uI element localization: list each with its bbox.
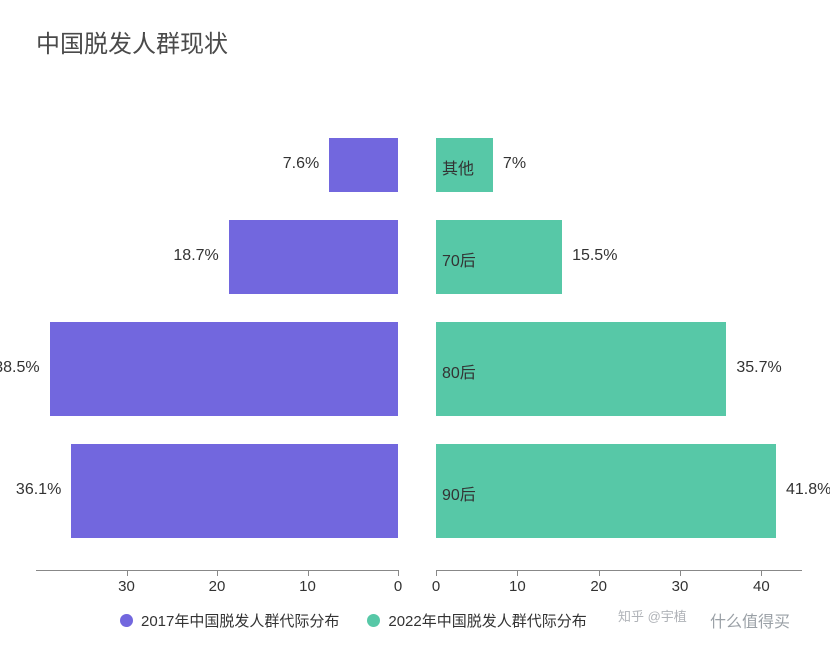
right-tick	[599, 570, 600, 576]
left-bar	[50, 322, 398, 416]
legend-dot-icon	[120, 614, 133, 627]
right-value-label: 15.5%	[572, 247, 617, 265]
right-x-axis	[436, 570, 802, 571]
left-value-label: 36.1%	[16, 481, 61, 499]
left-bar	[229, 220, 398, 294]
left-tick-label: 30	[115, 578, 139, 595]
left-tick-label: 20	[205, 578, 229, 595]
right-tick-label: 30	[668, 578, 692, 595]
right-tick	[517, 570, 518, 576]
right-tick-label: 10	[505, 578, 529, 595]
left-tick	[217, 570, 218, 576]
legend-label: 2017年中国脱发人群代际分布	[141, 610, 339, 631]
right-value-label: 35.7%	[736, 359, 781, 377]
legend-dot-icon	[367, 614, 380, 627]
category-label: 90后	[442, 481, 476, 505]
legend-item: 2017年中国脱发人群代际分布	[120, 610, 339, 631]
left-tick-label: 10	[296, 578, 320, 595]
left-tick-label: 0	[386, 578, 410, 595]
left-value-label: 38.5%	[0, 359, 40, 377]
category-label: 其他	[442, 155, 474, 179]
left-value-label: 18.7%	[173, 247, 218, 265]
right-bar	[436, 322, 726, 416]
category-label: 70后	[442, 247, 476, 271]
right-value-label: 7%	[503, 155, 526, 173]
left-tick	[398, 570, 399, 576]
left-bar	[329, 138, 398, 192]
right-value-label: 41.8%	[786, 481, 830, 499]
legend-label: 2022年中国脱发人群代际分布	[388, 610, 586, 631]
legend-item: 2022年中国脱发人群代际分布	[367, 610, 586, 631]
right-tick-label: 0	[424, 578, 448, 595]
watermark: 什么值得买	[710, 608, 790, 632]
left-tick	[127, 570, 128, 576]
right-tick	[680, 570, 681, 576]
right-tick-label: 20	[587, 578, 611, 595]
watermark: 知乎 @宇植	[618, 606, 687, 625]
left-value-label: 7.6%	[283, 155, 319, 173]
right-tick-label: 40	[749, 578, 773, 595]
left-tick	[308, 570, 309, 576]
right-tick	[436, 570, 437, 576]
chart-title: 中国脱发人群现状	[36, 24, 228, 59]
right-bar	[436, 444, 776, 538]
category-label: 80后	[442, 359, 476, 383]
legend: 2017年中国脱发人群代际分布 2022年中国脱发人群代际分布	[120, 610, 587, 631]
left-bar	[71, 444, 398, 538]
right-tick	[761, 570, 762, 576]
